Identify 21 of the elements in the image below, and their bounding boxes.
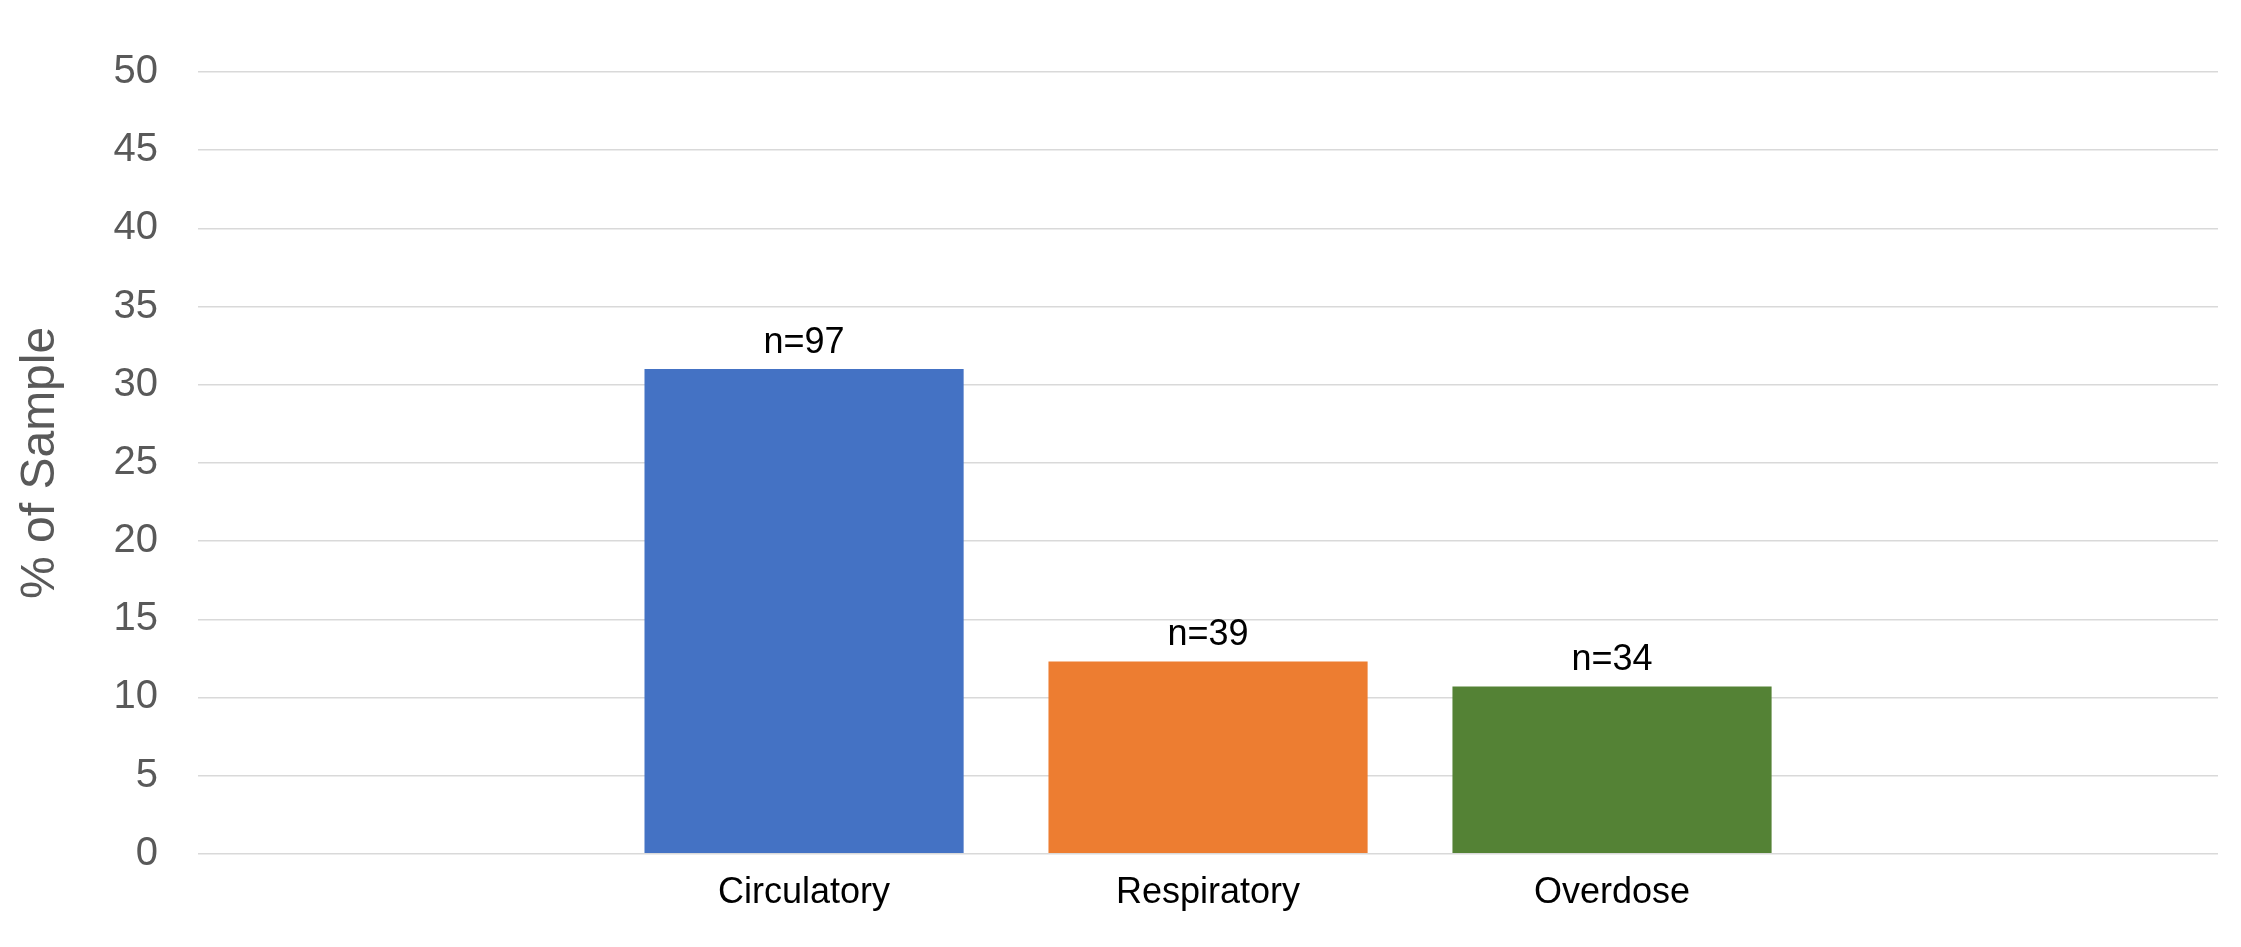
- y-tick-label: 30: [113, 359, 159, 404]
- y-tick-label: 0: [135, 828, 159, 873]
- x-tick-label: Overdose: [1533, 870, 1691, 912]
- y-tick-label: 5: [135, 750, 159, 795]
- y-tick-label: 25: [113, 437, 159, 482]
- bar: [644, 369, 964, 854]
- y-tick-label: 15: [113, 594, 159, 639]
- annotation: n=97: [763, 320, 845, 362]
- x-tick-label: Circulatory: [718, 870, 891, 912]
- y-tick-label: 50: [113, 47, 159, 92]
- x-tick-label: Respiratory: [1116, 870, 1301, 912]
- bar: [1452, 686, 1772, 854]
- y-tick-label: 45: [113, 125, 159, 170]
- annotation: n=39: [1167, 612, 1249, 654]
- y-tick-label: 35: [113, 281, 159, 326]
- y-tick-label: 10: [113, 672, 159, 717]
- bar: [1048, 661, 1368, 854]
- y-tick-label: 20: [113, 516, 159, 561]
- y-tick-label: 40: [113, 203, 159, 248]
- annotation: n=34: [1571, 637, 1653, 679]
- y-axis-title: % of Sample: [11, 326, 65, 599]
